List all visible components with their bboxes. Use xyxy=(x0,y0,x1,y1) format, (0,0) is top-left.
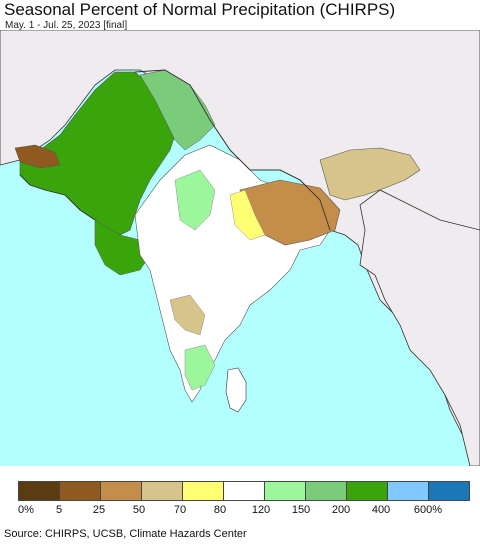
legend-tick-3: 50 xyxy=(132,504,146,516)
legend-swatch-9 xyxy=(388,482,429,500)
region-northeast xyxy=(319,147,421,201)
region-east-yellow xyxy=(229,189,266,241)
legend-swatch-0 xyxy=(19,482,60,500)
legend-tick-4: 70 xyxy=(173,504,187,516)
legend-swatch-8 xyxy=(347,482,388,500)
legend-tick-8: 200 xyxy=(331,504,351,516)
legend-tick-9: 400 xyxy=(371,504,391,516)
region-green-center xyxy=(174,169,216,231)
source-credit: Source: CHIRPS, UCSB, Climate Hazards Ce… xyxy=(4,528,247,540)
legend-tick-5: 80 xyxy=(213,504,227,516)
legend-swatch-1 xyxy=(60,482,101,500)
legend-swatch-4 xyxy=(183,482,224,500)
legend-tick-1: 5 xyxy=(55,504,63,516)
legend-tick-7: 150 xyxy=(291,504,311,516)
region-south-green xyxy=(184,344,216,391)
region-south-tan xyxy=(169,294,206,336)
legend-tick-0: 0% xyxy=(18,504,34,516)
legend-swatch-5 xyxy=(224,482,265,500)
region-gujarat xyxy=(94,219,151,276)
legend-tick-6: 120 xyxy=(251,504,271,516)
legend-swatch-6 xyxy=(265,482,306,500)
outside-land-east xyxy=(359,189,480,466)
precipitation-map xyxy=(0,30,480,466)
map-subtitle: May. 1 - Jul. 25, 2023 [final] xyxy=(5,20,128,31)
india-border-outline xyxy=(19,69,331,231)
region-sri-lanka xyxy=(225,367,247,413)
legend-color-bar xyxy=(18,481,470,501)
legend-swatch-3 xyxy=(142,482,183,500)
legend-tick-10: 600% xyxy=(413,504,443,516)
legend-swatch-2 xyxy=(101,482,142,500)
map-title: Seasonal Percent of Normal Precipitation… xyxy=(4,0,396,19)
legend-tick-2: 25 xyxy=(92,504,106,516)
legend-swatch-10 xyxy=(429,482,469,500)
legend-swatch-7 xyxy=(306,482,347,500)
region-brown-west xyxy=(14,144,61,169)
